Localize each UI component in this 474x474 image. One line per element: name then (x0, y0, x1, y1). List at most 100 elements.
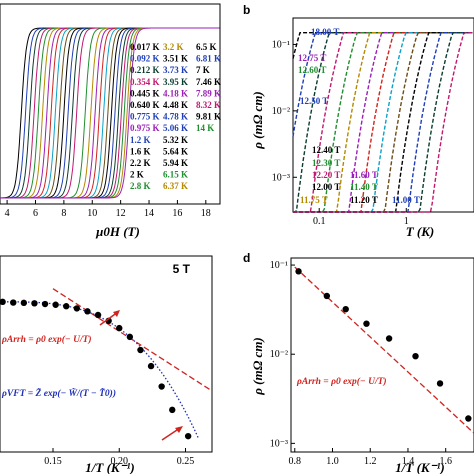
panel-b: b 18.00 T 12.75 T 12.60 T 12.50 T 12.40 T 12.… (243, 3, 474, 239)
panel-a-x-ticks: 4 6 8 10 12 14 16 18 (5, 200, 211, 219)
panel-a-legend-entry: 2 K (130, 170, 144, 180)
panel-c-frame (0, 255, 213, 453)
panel-c-fits (0, 288, 213, 440)
panel-c: 5 T ρArrh = ρ0 exp(− U/T) ρVFT = Z̃ exp(… (0, 255, 213, 474)
panel-c-eq-vft: ρVFT = Z̃ exp(− W̃/(T − T̃0)) (1, 386, 116, 399)
panel-a-legend-entry: 0.775 K (130, 112, 160, 122)
panel-c-x-tick-label: 0.15 (44, 456, 62, 467)
panel-a-curve (0, 27, 220, 199)
panel-b-field-label: 12.30 T (312, 158, 340, 168)
panel-a-legend-entry: 14 K (196, 123, 214, 133)
panel-c-point (0, 298, 6, 306)
panel-a-legend-entry: 1.6 K (130, 146, 151, 156)
panel-c-x-tick-label: 0.25 (177, 456, 195, 467)
panel-c-x-ticks: 0.15 0.20 0.25 (44, 448, 194, 467)
panel-a: 0.017 K 0.092 K0.212 K 0.354 K0.445 K 0.640… (0, 3, 221, 239)
panel-d-x-tick-label: 1.4 (402, 456, 415, 467)
panel-c-point (73, 305, 81, 312)
panel-a-legend-entry: 6.15 K (163, 170, 188, 180)
panel-d-point (412, 352, 419, 360)
panel-b-curve (293, 32, 473, 213)
panel-c-arrowhead-lower (175, 426, 183, 433)
panel-a-legend-entry: 4.18 K (163, 88, 188, 98)
panel-a-legend-entry: 7 K (196, 65, 210, 75)
panel-a-legend-entry: 0.975 K (130, 123, 160, 133)
panel-a-curves (0, 27, 220, 199)
panel-b-curve (293, 32, 473, 213)
panel-b-x-tick-label: 1 (404, 216, 409, 227)
panel-a-x-tick-label: 14 (144, 208, 154, 219)
panel-a-legend-entry: 0.017 K (130, 42, 160, 52)
panel-d-letter: d (243, 251, 250, 265)
panel-c-point (169, 406, 176, 414)
panel-c-point (10, 299, 17, 306)
panel-b-field-label: 11.75 T (300, 195, 328, 205)
panel-c-point (184, 432, 192, 440)
panel-b-xlabel: T (K) (406, 224, 435, 239)
panel-a-legend-entry: 8.32 K (196, 100, 221, 110)
panel-c-eq-arrh: ρArrh = ρ0 exp(− U/T) (1, 334, 92, 345)
panel-a-legend-entry: 7.46 K (196, 77, 221, 87)
panel-b-curve (293, 32, 473, 213)
panel-c-equations: ρArrh = ρ0 exp(− U/T) ρVFT = Z̃ exp(− W̃… (1, 334, 116, 399)
panel-d-point (385, 335, 393, 342)
panel-d-arrh-fit (294, 266, 474, 434)
panel-d-x-tick-label: 1.6 (439, 456, 452, 467)
panel-d-xlabel: 1/T (K⁻¹) (395, 460, 444, 474)
panel-d-x-tick-label: 0.8 (289, 456, 302, 467)
panel-a-frame (0, 3, 221, 205)
panel-b-field-label: 11.60 T (350, 170, 378, 180)
panel-c-point (41, 300, 49, 308)
panel-c-arrows (99, 310, 183, 441)
panel-c-points (0, 298, 192, 440)
panel-b-field-label: 12.40 T (312, 145, 340, 155)
panel-d-point (436, 380, 444, 387)
panel-d-point (342, 305, 349, 313)
panel-a-x-tick-label: 12 (116, 208, 126, 219)
panel-a-legend-entry: 9.81 K (196, 112, 221, 122)
panel-b-x-ticks: 0.1 1 (313, 208, 409, 227)
panel-a-x-tick-label: 16 (172, 208, 182, 219)
panel-b-field-label: 11.40 T (350, 182, 378, 192)
panel-c-arrowhead-upper (113, 310, 120, 317)
panel-a-x-tick-label: 6 (33, 208, 38, 219)
panel-b-field-label: 12.50 T (300, 96, 328, 106)
panel-d-y-ticks: 10⁻¹ 10⁻² 10⁻³ (270, 260, 295, 449)
panel-a-legend-entry: 5.32 K (163, 135, 188, 145)
panel-a-legend-entry: 4.78 K (163, 112, 188, 122)
panel-a-legend-entry: 2.8 K (130, 181, 151, 191)
panel-d-y-tick-label: 10⁻³ (270, 438, 288, 449)
panel-d: d ρArrh = ρ0 exp(− U/T) 10⁻¹ 10⁻² 10⁻³ 0.8… (243, 251, 474, 474)
panel-a-legend-entry: 0.354 K (130, 77, 160, 87)
panel-c-arrh-fit (52, 288, 213, 392)
panel-a-legend-entry: 2.2 K (130, 158, 151, 168)
panel-a-legend-entry: 6.37 K (163, 181, 188, 191)
panel-a-legend-entry: 5.64 K (163, 146, 188, 156)
panel-c-point (116, 324, 123, 332)
panel-c-point (20, 299, 28, 307)
panel-c-point (126, 333, 134, 341)
panel-d-x-ticks: 0.8 1.0 1.2 1.4 1.6 (289, 448, 452, 467)
panel-c-point (31, 300, 38, 307)
panel-a-legend-entry: 7.89 K (196, 88, 221, 98)
panel-d-point (465, 415, 472, 422)
panel-a-legend-entry: 3.95 K (163, 77, 188, 87)
panel-b-curve (293, 32, 473, 213)
panel-d-point (363, 320, 370, 327)
panel-c-point (63, 303, 70, 310)
panel-a-legend-entry: 3.51 K (163, 54, 188, 64)
panel-a-legend-entry: 6.81 K (196, 54, 221, 64)
panel-b-y-ticks: 10⁻¹ 10⁻² 10⁻³ (272, 39, 297, 183)
panel-d-eq-arrh: ρArrh = ρ0 exp(− U/T) (296, 376, 387, 387)
panel-a-legend-entry: 3.2 K (163, 42, 184, 52)
panel-a-legend-entry: 4.48 K (163, 100, 188, 110)
panel-b-x-tick-label: 0.1 (313, 216, 326, 227)
panel-c-point (147, 362, 155, 370)
panel-d-fit (294, 266, 474, 434)
panel-a-xlabel: μ0H (T) (95, 224, 140, 239)
panel-a-legend-entry: 0.640 K (130, 100, 160, 110)
panel-c-point (94, 311, 102, 319)
panel-a-legend-entry: 0.092 K (130, 54, 160, 64)
panel-b-field-label: 12.00 T (312, 182, 340, 192)
